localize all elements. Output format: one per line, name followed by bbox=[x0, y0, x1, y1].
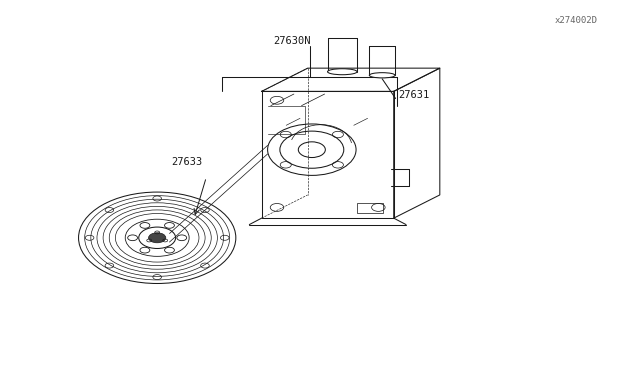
Text: 27633: 27633 bbox=[172, 157, 203, 167]
Ellipse shape bbox=[369, 73, 395, 78]
Text: 27630N: 27630N bbox=[273, 36, 310, 46]
Text: x274002D: x274002D bbox=[555, 16, 598, 25]
Ellipse shape bbox=[328, 69, 357, 75]
Circle shape bbox=[148, 233, 166, 243]
Text: 27631: 27631 bbox=[399, 90, 430, 100]
Bar bbox=[356, 203, 383, 213]
